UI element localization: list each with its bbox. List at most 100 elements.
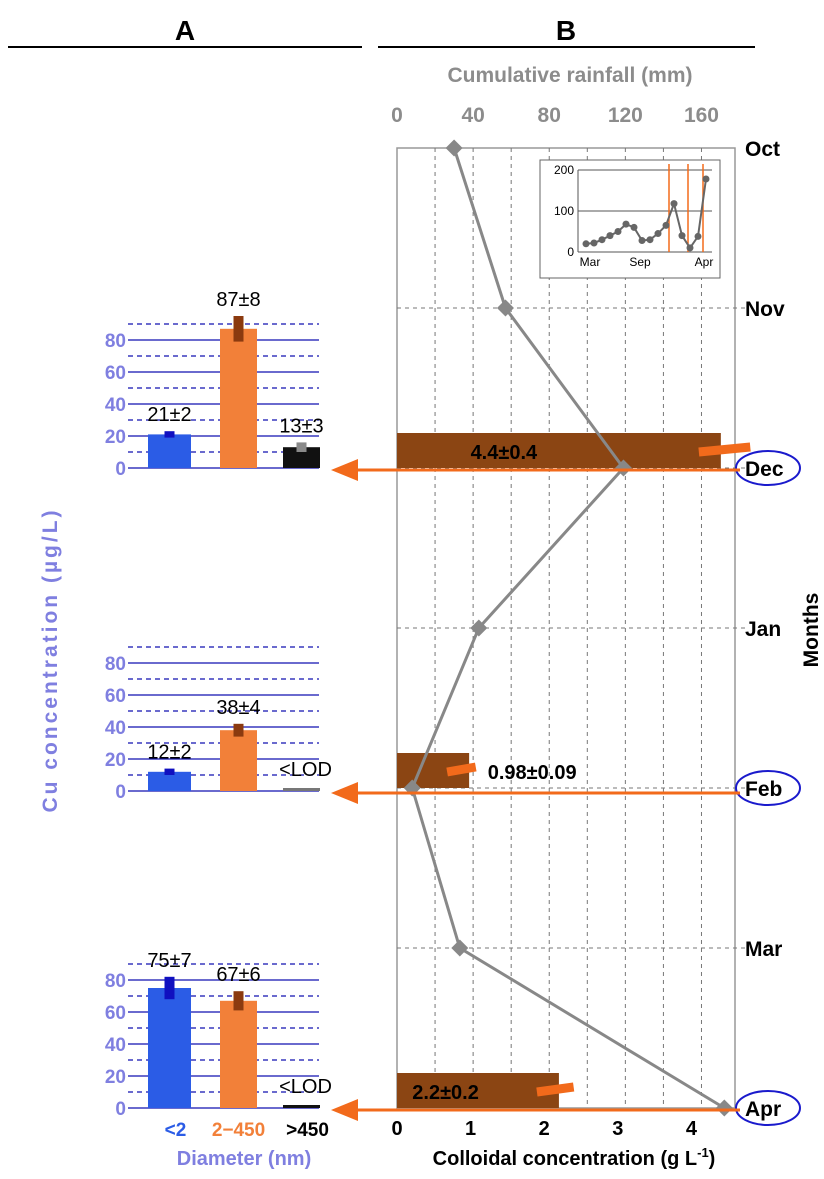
panel-a-tick-label: 20 [105,427,126,448]
colloid-bar [397,1073,559,1108]
colloid-error-bar [698,442,751,457]
panel-a-tick-label: 40 [105,1035,126,1056]
colloid-error-bar [446,762,477,777]
month-highlight-ellipse [735,1090,801,1126]
inset-point [590,239,598,247]
panel-a-tick-label: 60 [105,363,126,384]
top-tick-label: 0 [391,104,403,127]
inset-point [606,232,614,240]
colloid-error-bar [536,1082,575,1097]
cu-error-bar [233,316,244,342]
rainfall-point [445,139,463,157]
rainfall-point [451,939,469,957]
rainfall-point [614,459,632,477]
size-class-label: >450 [286,1120,329,1141]
top-tick-label: 160 [684,104,719,127]
panel-a-tick-label: 0 [115,459,126,480]
bottom-tick-label: 4 [686,1118,698,1140]
inset-frame [539,159,721,279]
cu-bar-lod [283,788,320,791]
inset-y-tick-label: 100 [554,204,574,218]
bottom-axis-title-main: Colloidal concentration (g L [433,1148,697,1170]
bottom-tick-label: 0 [391,1118,402,1140]
size-class-label: 2−450 [212,1120,265,1141]
rainfall-point [470,619,488,637]
inset-point [638,237,646,245]
inset-point [614,228,622,235]
cu-error-bar [233,723,244,737]
bottom-tick-label: 1 [465,1118,476,1140]
panel-a-tick-label: 80 [105,654,126,675]
inset-point [702,175,710,183]
bottom-axis-title: Colloidal concentration (g L-1) [433,1145,716,1170]
inset-point [694,232,702,240]
cu-bar-value-label: 67±6 [216,964,260,986]
panel-a-y-axis-title: Cu concentration (µg/L) [39,507,62,812]
inset-point [630,223,638,231]
inset-y-tick-label: 200 [554,163,574,177]
cu-bar [283,447,320,468]
inset-point [646,236,654,244]
cu-bar [148,771,191,791]
top-tick-label: 40 [461,104,484,127]
bottom-axis-title-end: ) [709,1148,716,1170]
month-label: Mar [745,938,782,961]
panel-a-tick-label: 40 [105,395,126,416]
panel-a-tick-label: 20 [105,750,126,771]
inset-point [654,230,662,238]
colloid-bar [397,433,721,468]
cu-error-bar [164,768,175,775]
cu-error-bar [233,991,244,1011]
link-arrow-head [331,459,358,481]
cu-bar-value-label: 75±7 [147,950,191,972]
month-label: Nov [745,298,785,321]
inset-point [622,220,630,228]
month-label: Dec [745,458,784,481]
cu-error-bar [164,976,175,1000]
inset-x-tick-label: Sep [629,255,651,269]
panel-b-plot: Oct Nov Dec Jan Feb Mar Apr 0 40 80 120 160 0 1 2 3 4 4.4… [391,104,801,1140]
panel-a-tick-label: 80 [105,331,126,352]
inset-rainfall-line [585,178,707,250]
cu-bar [148,988,191,1108]
cu-bar-value-label: 38±4 [216,697,260,719]
cu-error-bar [164,431,175,438]
bottom-tick-label: 2 [539,1118,550,1140]
cu-bar-value-label: 12±2 [147,742,191,764]
cu-bar-value-label: <LOD [279,1076,332,1098]
panel-a-tick-label: 0 [115,1099,126,1120]
colloid-bar-value-label: 4.4±0.4 [471,442,538,464]
inset-y-tick-label: 0 [567,245,574,259]
panel-a-tick-label: 80 [105,971,126,992]
panel-b-label: B [556,15,576,46]
cu-error-bar [296,442,307,452]
panel-a-tick-label: 60 [105,686,126,707]
inset-point [678,232,686,240]
colloid-bar-value-label: 2.2±0.2 [412,1082,479,1104]
inset-point [686,244,694,252]
cu-bar [220,1000,257,1108]
panel-a-tick-label: 60 [105,1003,126,1024]
panel-a-tick-label: 0 [115,782,126,803]
cu-bar-value-label: <LOD [279,759,332,781]
size-class-label: <2 [165,1120,187,1141]
month-highlight-ellipse [735,450,801,486]
month-highlight-ellipse [735,770,801,806]
panel-a-label: A [175,15,195,46]
panel-a-tick-label: 40 [105,718,126,739]
top-tick-label: 120 [608,104,643,127]
month-label: Feb [745,778,782,801]
cu-bar [148,434,191,468]
inset-point [598,236,606,244]
inset-x-tick-label: Apr [695,255,714,269]
cu-bar [220,328,257,468]
top-tick-label: 80 [538,104,561,127]
cu-bar-value-label: 87±8 [216,289,260,311]
rainfall-point [496,299,514,317]
month-label: Oct [745,138,780,161]
link-arrow-head [331,1099,358,1121]
colloid-bar-value-label: 0.98±0.09 [488,762,577,784]
months-axis-title: Months [800,593,823,668]
month-label: Jan [745,618,781,641]
